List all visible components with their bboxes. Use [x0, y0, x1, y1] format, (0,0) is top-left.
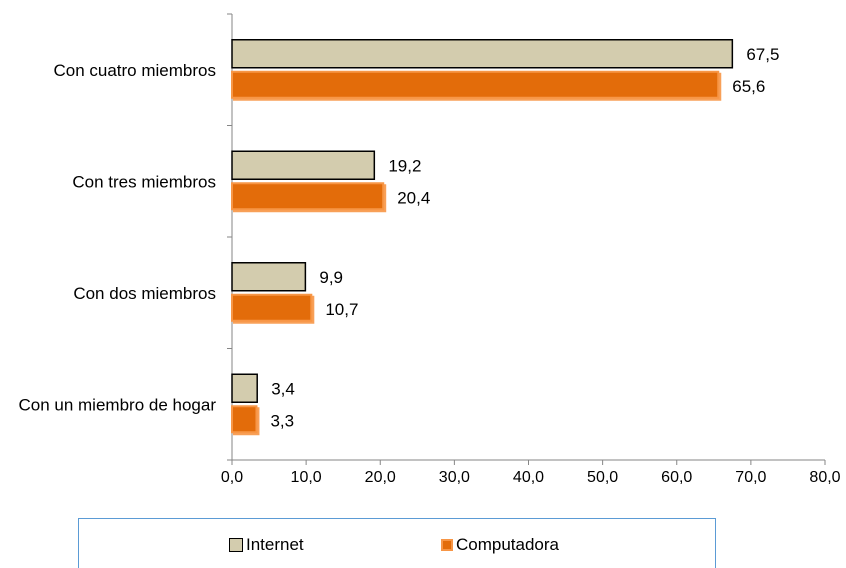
bar-computadora	[231, 70, 720, 99]
bar-internet	[231, 39, 734, 69]
legend-item-internet: Internet	[229, 535, 304, 555]
legend-label-computadora: Computadora	[456, 535, 560, 554]
legend-swatch-internet	[229, 538, 243, 552]
data-label-computadora: 10,7	[325, 300, 358, 319]
x-tick-label: 80,0	[809, 469, 840, 486]
x-tick-label: 50,0	[587, 469, 618, 486]
category-label: Con cuatro miembros	[53, 61, 216, 80]
bar-internet	[231, 150, 376, 180]
bar-internet	[231, 373, 258, 403]
legend: Internet Computadora	[78, 518, 716, 568]
bar-internet	[231, 262, 307, 292]
data-label-computadora: 3,3	[270, 411, 294, 430]
bar-computadora	[231, 182, 385, 211]
category-label: Con dos miembros	[73, 284, 216, 303]
category-label: Con tres miembros	[72, 172, 216, 191]
x-tick-label: 10,0	[291, 469, 322, 486]
legend-swatch-computadora	[441, 539, 453, 551]
x-tick-label: 60,0	[661, 469, 692, 486]
bar-chart: 0,0 10,0 20,0 30,0 40,0 50,0 60,0 70,0 80,0 Con c…	[18, 13, 841, 486]
x-tick-label: 70,0	[735, 469, 766, 486]
data-label-internet: 3,4	[271, 379, 295, 398]
data-label-internet: 67,5	[746, 45, 779, 64]
data-label-computadora: 65,6	[732, 77, 765, 96]
x-tick-label: 0,0	[221, 469, 243, 486]
x-tick-label: 30,0	[439, 469, 470, 486]
bar-computadora	[231, 293, 313, 322]
legend-label-internet: Internet	[246, 535, 304, 554]
data-label-internet: 19,2	[388, 156, 421, 175]
bar-computadora	[231, 405, 258, 434]
data-label-computadora: 20,4	[397, 188, 430, 207]
legend-item-computadora: Computadora	[441, 535, 559, 555]
x-tick-label: 20,0	[365, 469, 396, 486]
x-tick-label: 40,0	[513, 469, 544, 486]
data-label-internet: 9,9	[319, 268, 343, 287]
category-label: Con un miembro de hogar	[18, 395, 216, 414]
